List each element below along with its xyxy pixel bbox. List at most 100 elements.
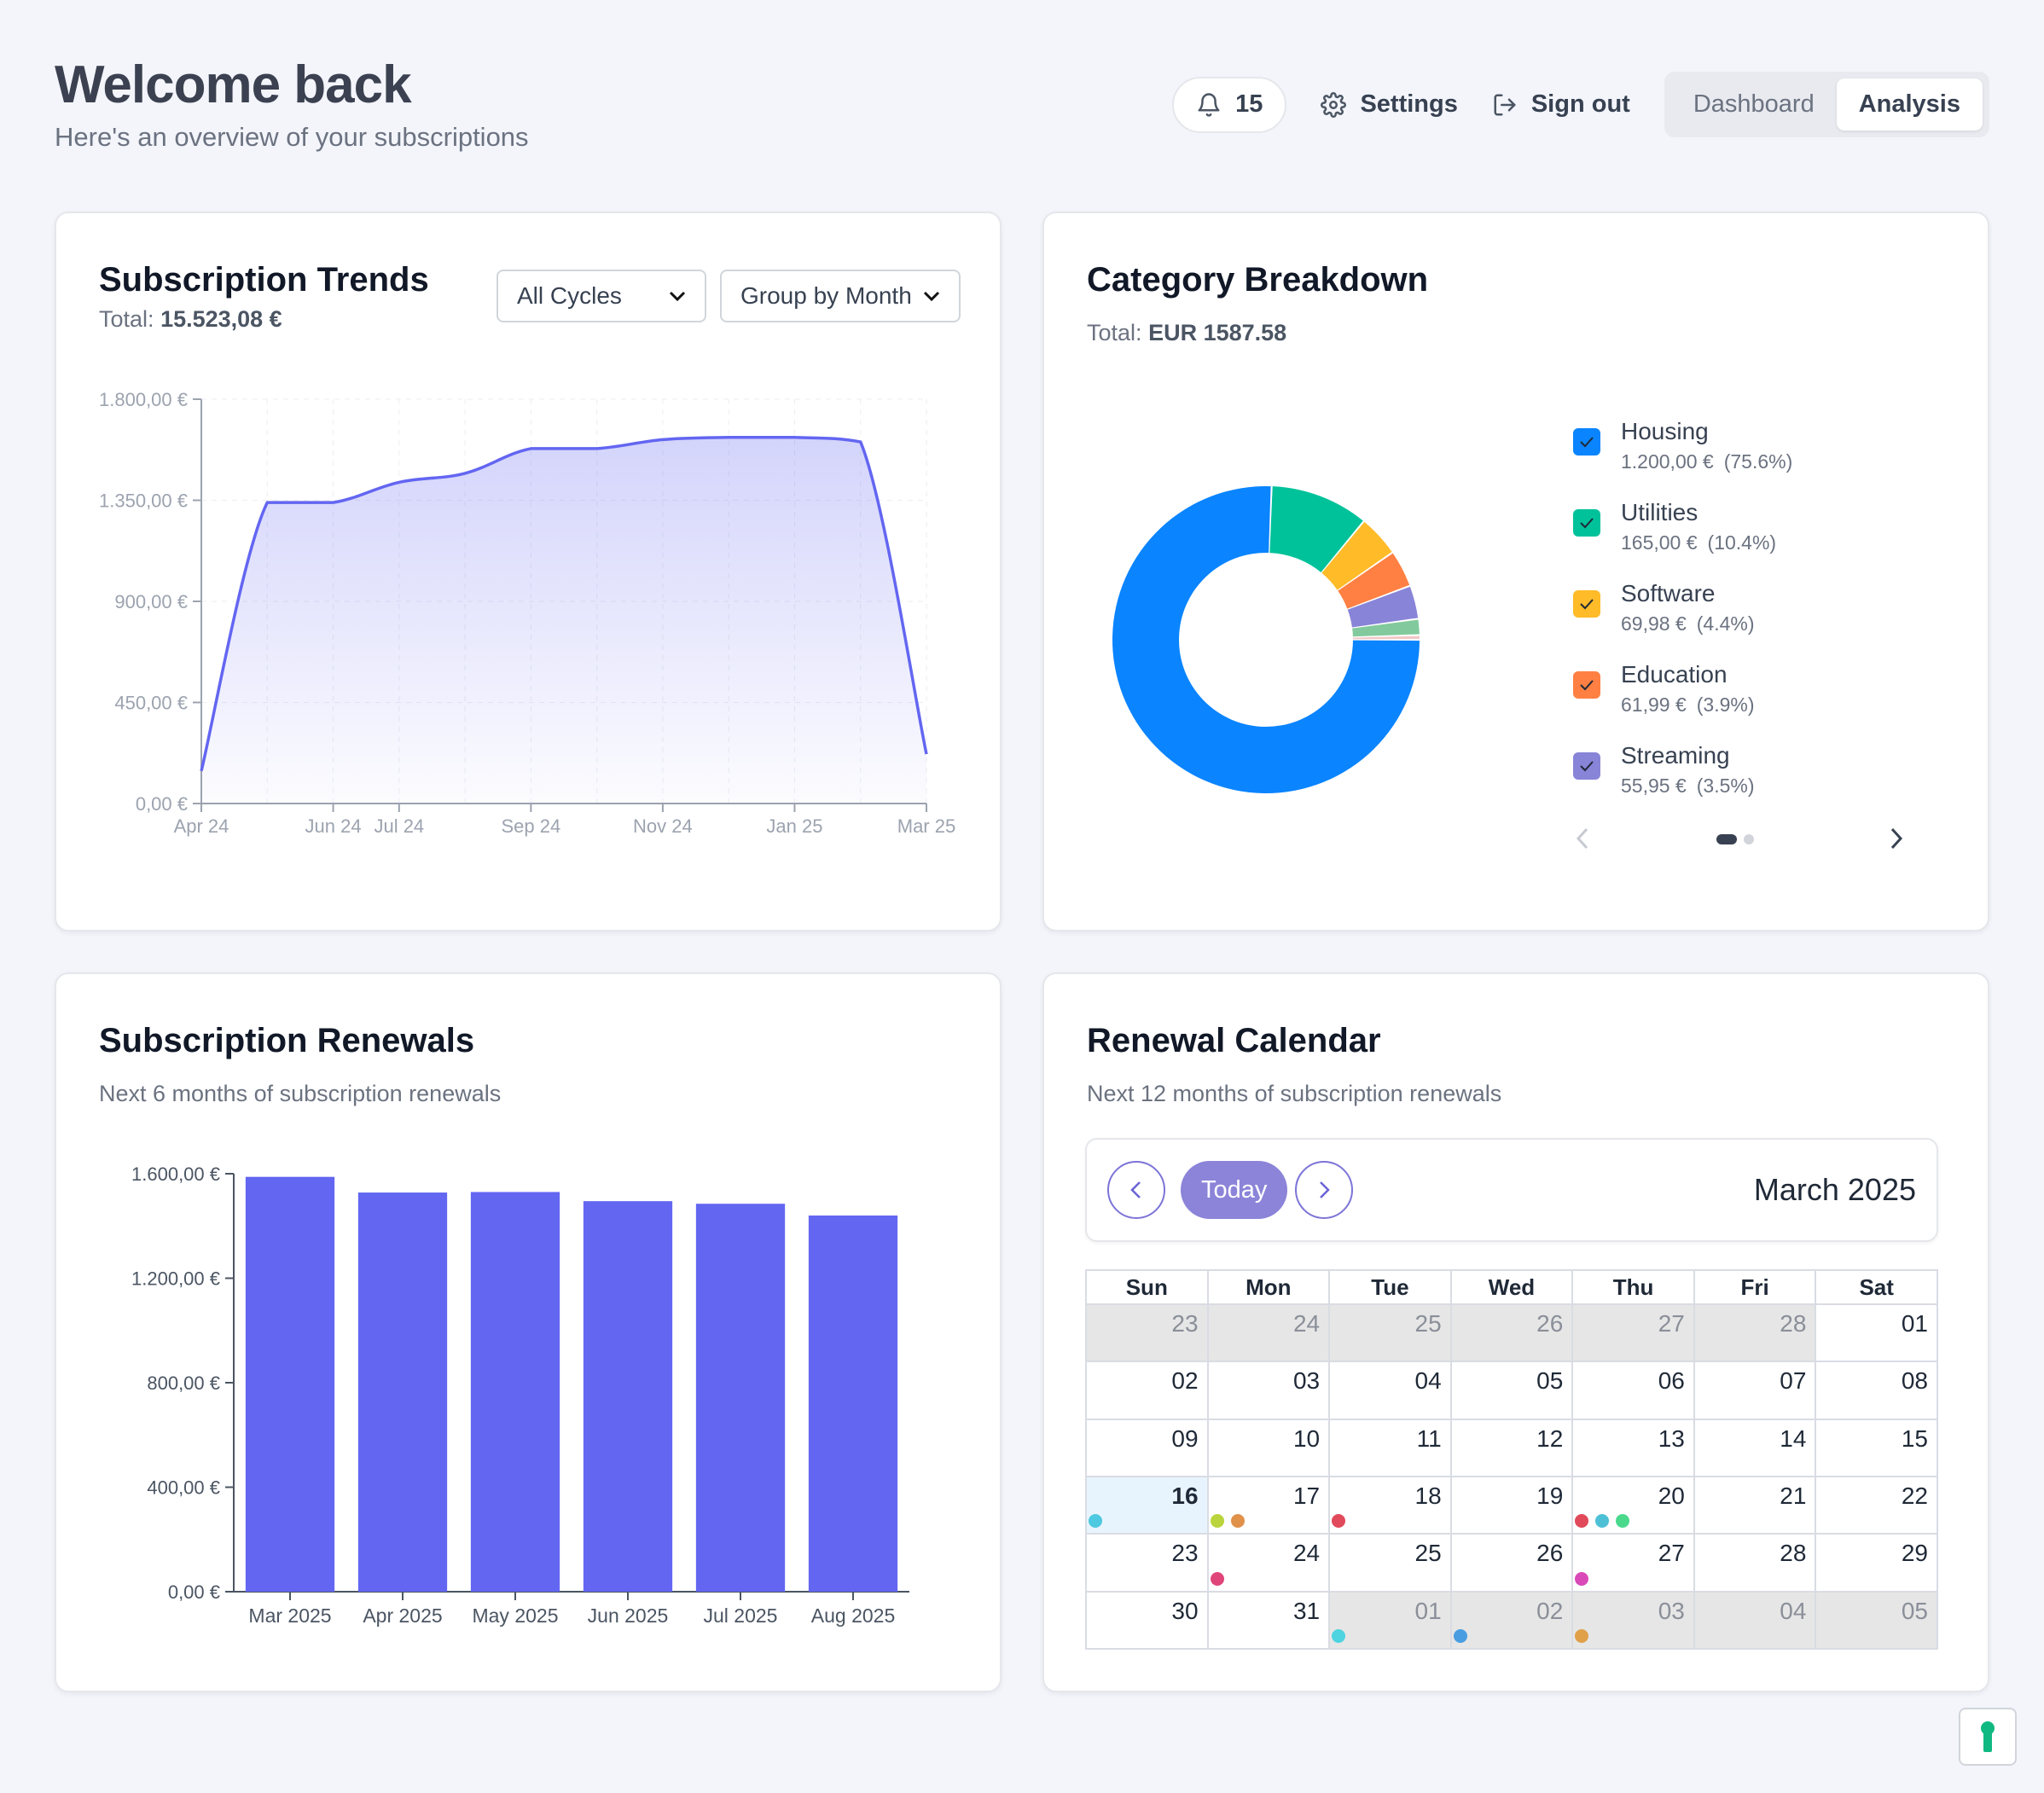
- breakdown-total-label: Total:: [1087, 320, 1142, 345]
- breakdown-total: Total: EUR 1587.58: [1087, 320, 1428, 346]
- group-select[interactable]: Group by Month: [720, 270, 961, 322]
- renewal-dot[interactable]: [1332, 1514, 1346, 1529]
- calendar-day[interactable]: 26: [1451, 1305, 1574, 1363]
- calendar-day[interactable]: 18: [1330, 1477, 1452, 1535]
- calendar-day[interactable]: 14: [1694, 1419, 1817, 1477]
- tab-analysis[interactable]: Analysis: [1836, 78, 1983, 131]
- next-month-button[interactable]: [1295, 1161, 1353, 1219]
- page-title: Welcome back: [55, 55, 412, 114]
- calendar-day[interactable]: 04: [1694, 1592, 1817, 1650]
- donut-slice-software: [1321, 521, 1392, 590]
- calendar-day[interactable]: 25: [1330, 1305, 1452, 1363]
- calendar-day[interactable]: 15: [1816, 1419, 1938, 1477]
- weekday-header: Tue: [1330, 1271, 1452, 1305]
- calendar-day-today[interactable]: 16: [1087, 1477, 1209, 1535]
- chevron-right-icon[interactable]: [1885, 826, 1906, 851]
- today-button[interactable]: Today: [1181, 1161, 1288, 1219]
- breakdown-total-value: EUR 1587.58: [1148, 320, 1287, 345]
- legend-item-housing[interactable]: Housing 1.200,00 € (75.6%): [1573, 418, 1931, 473]
- day-number: 22: [1901, 1483, 1928, 1509]
- renewal-dot[interactable]: [1210, 1514, 1224, 1529]
- pager-dot[interactable]: [1716, 834, 1737, 844]
- calendar-day[interactable]: 02: [1087, 1362, 1209, 1420]
- calendar-day[interactable]: 05: [1816, 1592, 1938, 1650]
- calendar-day[interactable]: 10: [1208, 1419, 1331, 1477]
- pager-dot[interactable]: [1744, 834, 1754, 844]
- bar-jun-2025: [583, 1201, 673, 1592]
- calendar-day[interactable]: 30: [1087, 1592, 1209, 1650]
- calendar-day[interactable]: 28: [1694, 1305, 1817, 1363]
- calendar-day[interactable]: 27: [1573, 1535, 1695, 1593]
- calendar-day[interactable]: 28: [1694, 1535, 1817, 1593]
- calendar-day[interactable]: 04: [1330, 1362, 1452, 1420]
- day-number: 07: [1780, 1367, 1807, 1395]
- renewal-dot[interactable]: [1575, 1571, 1589, 1586]
- renewal-dot[interactable]: [1453, 1629, 1467, 1643]
- day-number: 19: [1536, 1483, 1564, 1509]
- checkbox-icon[interactable]: [1573, 428, 1600, 456]
- calendar-day[interactable]: 06: [1573, 1362, 1695, 1420]
- calendar-day[interactable]: 02: [1451, 1592, 1574, 1650]
- day-number: 21: [1780, 1483, 1807, 1509]
- calendar-day[interactable]: 17: [1208, 1477, 1331, 1535]
- prev-month-button[interactable]: [1107, 1161, 1165, 1219]
- day-number: 23: [1171, 1540, 1199, 1567]
- renewal-dot[interactable]: [1332, 1629, 1346, 1643]
- donut-slice-utilities: [1269, 486, 1363, 572]
- calendar-day[interactable]: 01: [1330, 1592, 1452, 1650]
- renewal-dot[interactable]: [1210, 1571, 1224, 1586]
- calendar-day[interactable]: 09: [1087, 1419, 1209, 1477]
- renewal-dots: [1332, 1629, 1346, 1643]
- calendar-day[interactable]: 23: [1087, 1305, 1209, 1363]
- calendar-day[interactable]: 24: [1208, 1305, 1331, 1363]
- renewal-dot[interactable]: [1089, 1514, 1102, 1529]
- calendar-day[interactable]: 11: [1330, 1419, 1452, 1477]
- renewal-dot[interactable]: [1230, 1514, 1245, 1529]
- legend-item-streaming[interactable]: Streaming 55,95 € (3.5%): [1573, 742, 1931, 798]
- legend-item-software[interactable]: Software 69,98 € (4.4%): [1573, 580, 1931, 635]
- calendar-day[interactable]: 13: [1573, 1419, 1695, 1477]
- chevron-left-icon[interactable]: [1573, 826, 1594, 851]
- logout-icon: [1494, 94, 1516, 115]
- calendar-day[interactable]: 08: [1816, 1362, 1938, 1420]
- calendar-day[interactable]: 05: [1451, 1362, 1574, 1420]
- y-tick-label: 450,00 €: [114, 693, 188, 714]
- cycle-select[interactable]: All Cycles: [496, 270, 706, 322]
- calendar-day[interactable]: 23: [1087, 1535, 1209, 1593]
- calendar-day[interactable]: 27: [1573, 1305, 1695, 1363]
- calendar-day[interactable]: 25: [1330, 1535, 1452, 1593]
- notifications-button[interactable]: 15: [1172, 76, 1287, 133]
- calendar-day[interactable]: 20: [1573, 1477, 1695, 1535]
- settings-button[interactable]: Settings: [1321, 90, 1458, 119]
- extension-button[interactable]: [1959, 1708, 2017, 1766]
- calendar-day[interactable]: 03: [1208, 1362, 1331, 1420]
- calendar-day[interactable]: 01: [1816, 1305, 1938, 1363]
- subscription-renewals-card: Subscription Renewals Next 6 months of s…: [55, 972, 1002, 1692]
- signout-button[interactable]: Sign out: [1492, 90, 1630, 119]
- calendar-day[interactable]: 19: [1451, 1477, 1574, 1535]
- calendar-day[interactable]: 31: [1208, 1592, 1331, 1650]
- checkbox-icon[interactable]: [1573, 671, 1600, 699]
- calendar-day[interactable]: 12: [1451, 1419, 1574, 1477]
- renewal-dot[interactable]: [1616, 1514, 1630, 1529]
- calendar-day[interactable]: 07: [1694, 1362, 1817, 1420]
- checkbox-icon[interactable]: [1573, 509, 1600, 537]
- checkbox-icon[interactable]: [1573, 590, 1600, 618]
- calendar-day[interactable]: 21: [1694, 1477, 1817, 1535]
- tab-dashboard[interactable]: Dashboard: [1693, 90, 1815, 118]
- legend-item-education[interactable]: Education 61,99 € (3.9%): [1573, 661, 1931, 717]
- renewal-dot[interactable]: [1575, 1514, 1589, 1529]
- bell-icon: [1198, 92, 1220, 117]
- keyhole-icon: [1981, 1721, 1995, 1752]
- renewal-dot[interactable]: [1575, 1629, 1589, 1643]
- calendar-day[interactable]: 22: [1816, 1477, 1938, 1535]
- calendar-day[interactable]: 26: [1451, 1535, 1574, 1593]
- renewal-calendar-card: Renewal Calendar Next 12 months of subsc…: [1042, 972, 1989, 1692]
- chevron-down-icon: [923, 291, 940, 302]
- renewal-dot[interactable]: [1595, 1514, 1610, 1529]
- legend-item-utilities[interactable]: Utilities 165,00 € (10.4%): [1573, 499, 1931, 554]
- calendar-day[interactable]: 03: [1573, 1592, 1695, 1650]
- calendar-day[interactable]: 29: [1816, 1535, 1938, 1593]
- checkbox-icon[interactable]: [1573, 752, 1600, 780]
- calendar-day[interactable]: 24: [1208, 1535, 1331, 1593]
